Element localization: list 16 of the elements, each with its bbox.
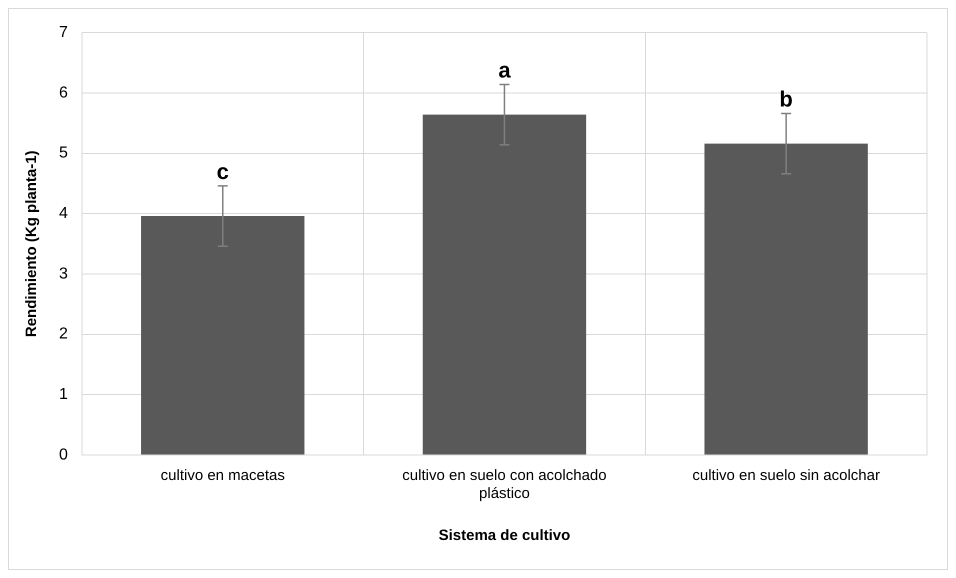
y-tick-label: 3 [58,265,68,282]
y-tick-label: 1 [58,386,68,404]
y-axis-title: Rendimiento (Kg planta-1) [23,150,40,338]
annotation: c [216,158,229,184]
y-tick-label: 5 [58,144,68,162]
annotation: a [498,58,512,83]
y-tick-label: 2 [58,326,68,343]
y-tick-label: 6 [58,84,68,102]
x-tick-label: cultivo en suelo con acolchado plástico [402,467,607,502]
y-tick-label: 4 [58,205,68,222]
y-tick-label: 7 [58,24,68,42]
x-axis-title: Sistema de cultivo [438,527,570,544]
x-tick-label: cultivo en suelo sin acolchar [692,467,880,484]
x-tick-label: cultivo en macetas [160,467,285,484]
annotation: b [779,86,793,112]
y-tick-label: 0 [58,446,68,464]
